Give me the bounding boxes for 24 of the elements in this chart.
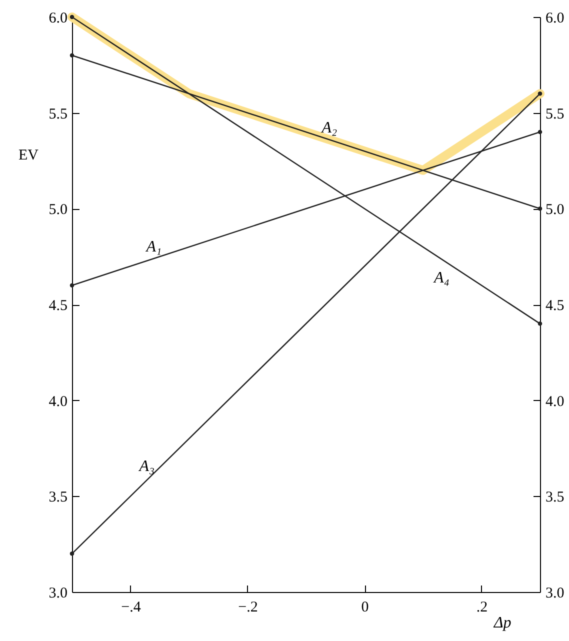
x-tick-label: −.4	[121, 600, 142, 616]
x-tick-label: 0	[361, 600, 369, 616]
y-tick-label: 3.5	[48, 490, 68, 506]
y2-tick-label: 3.0	[546, 586, 564, 602]
y-tick-label: 3.0	[48, 586, 68, 602]
y-tick-label: 4.0	[48, 394, 68, 410]
y-tick-label: 5.5	[48, 106, 68, 122]
y2-tick-label: 3.5	[546, 490, 564, 506]
x-tick-label: −.2	[238, 600, 258, 616]
y2-tick-label: 5.0	[546, 202, 564, 218]
y2-tick-label: 4.0	[546, 394, 564, 410]
y2-tick-label: 4.5	[546, 298, 564, 314]
x-tick-label: .2	[476, 600, 488, 616]
y2-tick-label: 6.0	[546, 10, 564, 26]
series-label: A₄	[433, 269, 450, 286]
y2-tick-label: 5.5	[546, 106, 564, 122]
y-tick-label: 5.0	[48, 202, 68, 218]
series-label: A₁	[145, 238, 162, 256]
y-tick-label: 4.5	[48, 298, 68, 314]
y-tick-label: 6.0	[48, 10, 68, 26]
series-label: A₃	[138, 458, 155, 476]
x-axis-title: Δp	[492, 614, 512, 632]
y-axis-title: EV	[18, 148, 39, 164]
series-label: A₂	[320, 120, 338, 137]
